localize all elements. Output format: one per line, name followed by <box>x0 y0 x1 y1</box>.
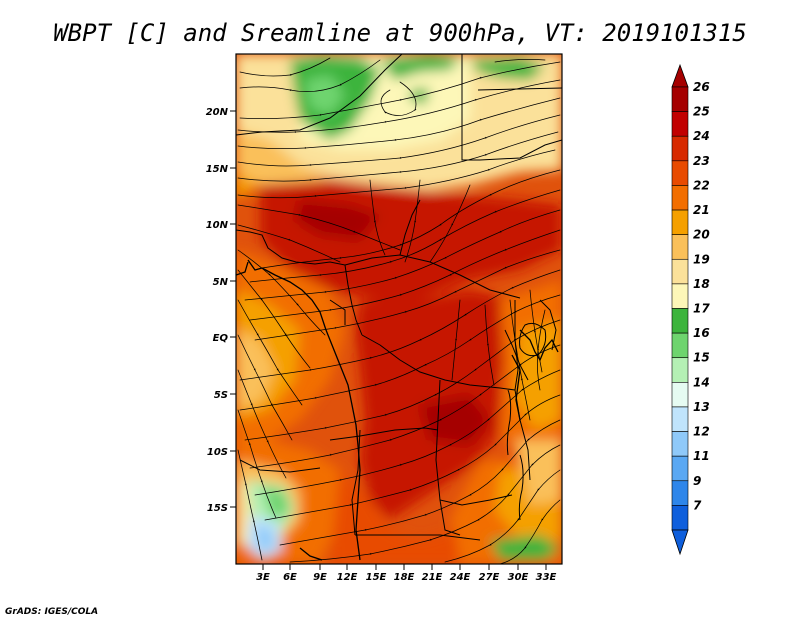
colorbar-label: 11 <box>693 449 710 463</box>
colorbar-label: 19 <box>693 252 710 266</box>
colorbar-swatch <box>671 160 689 186</box>
colorbar-label: 7 <box>693 498 702 512</box>
colorbar-label: 23 <box>693 154 710 168</box>
colorbar-swatch <box>671 455 689 482</box>
lat-label: 10S <box>207 447 228 458</box>
lon-label: 33E <box>536 572 557 583</box>
colorbar-swatch <box>671 209 689 235</box>
longitude-labels: 3E 6E 9E 12E 15E 18E 21E 24E 27E 30E 33E <box>256 572 556 583</box>
colorbar-swatch <box>671 382 689 408</box>
country-borders <box>236 54 562 541</box>
colorbar-swatch <box>671 185 689 211</box>
colorbar-swatch <box>671 480 689 506</box>
colorbar-label: 12 <box>693 425 710 439</box>
lat-label: 10N <box>206 220 229 231</box>
colorbar-swatch <box>671 505 689 531</box>
lon-label: 30E <box>508 572 529 583</box>
colorbar-swatch <box>671 86 689 112</box>
colorbar-swatch <box>671 135 689 162</box>
lat-label: EQ <box>213 333 229 344</box>
lat-label: 5N <box>213 277 229 288</box>
colorbar-label: 24 <box>693 129 710 143</box>
colorbar-label: 20 <box>693 228 710 242</box>
lat-label: 5S <box>214 390 228 401</box>
lon-label: 15E <box>366 572 387 583</box>
lon-label: 18E <box>394 572 415 583</box>
lon-label: 24E <box>450 572 471 583</box>
colorbar-swatch <box>671 431 689 457</box>
colorbar-label: 16 <box>693 326 710 340</box>
colorbar-swatch <box>671 258 689 285</box>
map-panel <box>236 54 562 564</box>
latitude-labels: 20N 15N 10N 5N EQ 5S 10S 15S <box>206 107 229 514</box>
colorbar-swatch <box>671 332 689 359</box>
colorbar-label: 9 <box>693 474 701 488</box>
colorbar-swatch <box>671 283 689 309</box>
lat-label: 20N <box>206 107 229 118</box>
colorbar-label: 26 <box>693 80 710 94</box>
colorbar-swatch <box>671 308 689 334</box>
colorbar-label: 22 <box>693 178 710 192</box>
axis-ticks <box>230 110 547 570</box>
grads-credit: GrADS: IGES/COLA <box>5 607 98 617</box>
lon-label: 12E <box>337 572 358 583</box>
lat-label: 15N <box>206 164 229 175</box>
lon-label: 3E <box>256 572 270 583</box>
colorbar-swatch <box>671 406 689 432</box>
colorbar-label: 13 <box>693 400 710 414</box>
colorbar: 26 25 24 23 22 21 20 19 18 17 16 15 14 13 12 11 9 7 <box>671 63 710 556</box>
colorbar-label: 15 <box>693 351 710 365</box>
colorbar-swatch <box>671 111 689 137</box>
lon-label: 27E <box>479 572 500 583</box>
lakes <box>506 322 547 521</box>
colorbar-top-arrow <box>671 63 689 88</box>
chart-title: WBPT [C] and Sreamline at 900hPa, VT: 20… <box>53 19 747 47</box>
colorbar-label: 21 <box>693 203 710 217</box>
lon-label: 6E <box>283 572 297 583</box>
coastlines <box>236 259 559 561</box>
lon-label: 21E <box>422 572 443 583</box>
colorbar-label: 18 <box>693 277 710 291</box>
lat-label: 15S <box>207 503 228 514</box>
colorbar-label: 17 <box>693 302 710 316</box>
colorbar-bottom-arrow <box>671 529 689 556</box>
streamlines <box>237 57 561 564</box>
map-frame <box>235 53 563 565</box>
lon-label: 9E <box>313 572 327 583</box>
colorbar-label: 14 <box>693 375 710 389</box>
colorbar-swatch <box>671 357 689 383</box>
colorbar-label: 25 <box>693 105 710 119</box>
colorbar-swatch <box>671 234 689 260</box>
